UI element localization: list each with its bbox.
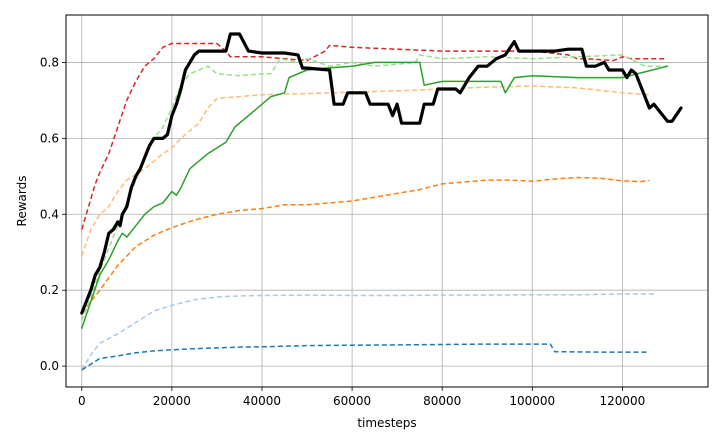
series-lines xyxy=(80,32,683,371)
plot-frame xyxy=(65,14,709,388)
series-line-2 xyxy=(81,176,650,314)
x-tick-label-1: 20000 xyxy=(153,394,191,408)
axis-ticks: 0 20000 40000 60000 80000 100000 120000 0.0 0.2 0… xyxy=(40,55,645,408)
x-tick-label-5: 100000 xyxy=(509,394,555,408)
series-line-4 xyxy=(81,42,668,230)
series-line-6 xyxy=(81,61,669,329)
x-tick-label-3: 60000 xyxy=(333,394,371,408)
series-line-0 xyxy=(81,293,654,371)
grid-lines xyxy=(66,15,708,387)
series-line-3 xyxy=(81,85,650,257)
y-tick-label-0: 0.0 xyxy=(40,359,59,373)
x-tick-label-4: 80000 xyxy=(423,394,461,408)
x-tick-label-2: 40000 xyxy=(243,394,281,408)
x-tick-label-0: 0 xyxy=(78,394,86,408)
y-tick-label-3: 0.6 xyxy=(40,131,59,145)
x-tick-label-6: 120000 xyxy=(599,394,645,408)
y-tick-label-2: 0.4 xyxy=(40,207,59,221)
y-axis-label: Rewards xyxy=(15,176,29,227)
series-line-7 xyxy=(80,32,683,315)
series-line-1 xyxy=(81,343,650,371)
y-tick-label-1: 0.2 xyxy=(40,283,59,297)
y-tick-label-4: 0.8 xyxy=(40,55,59,69)
series-line-5 xyxy=(81,54,668,321)
x-axis-label: timesteps xyxy=(357,416,416,430)
